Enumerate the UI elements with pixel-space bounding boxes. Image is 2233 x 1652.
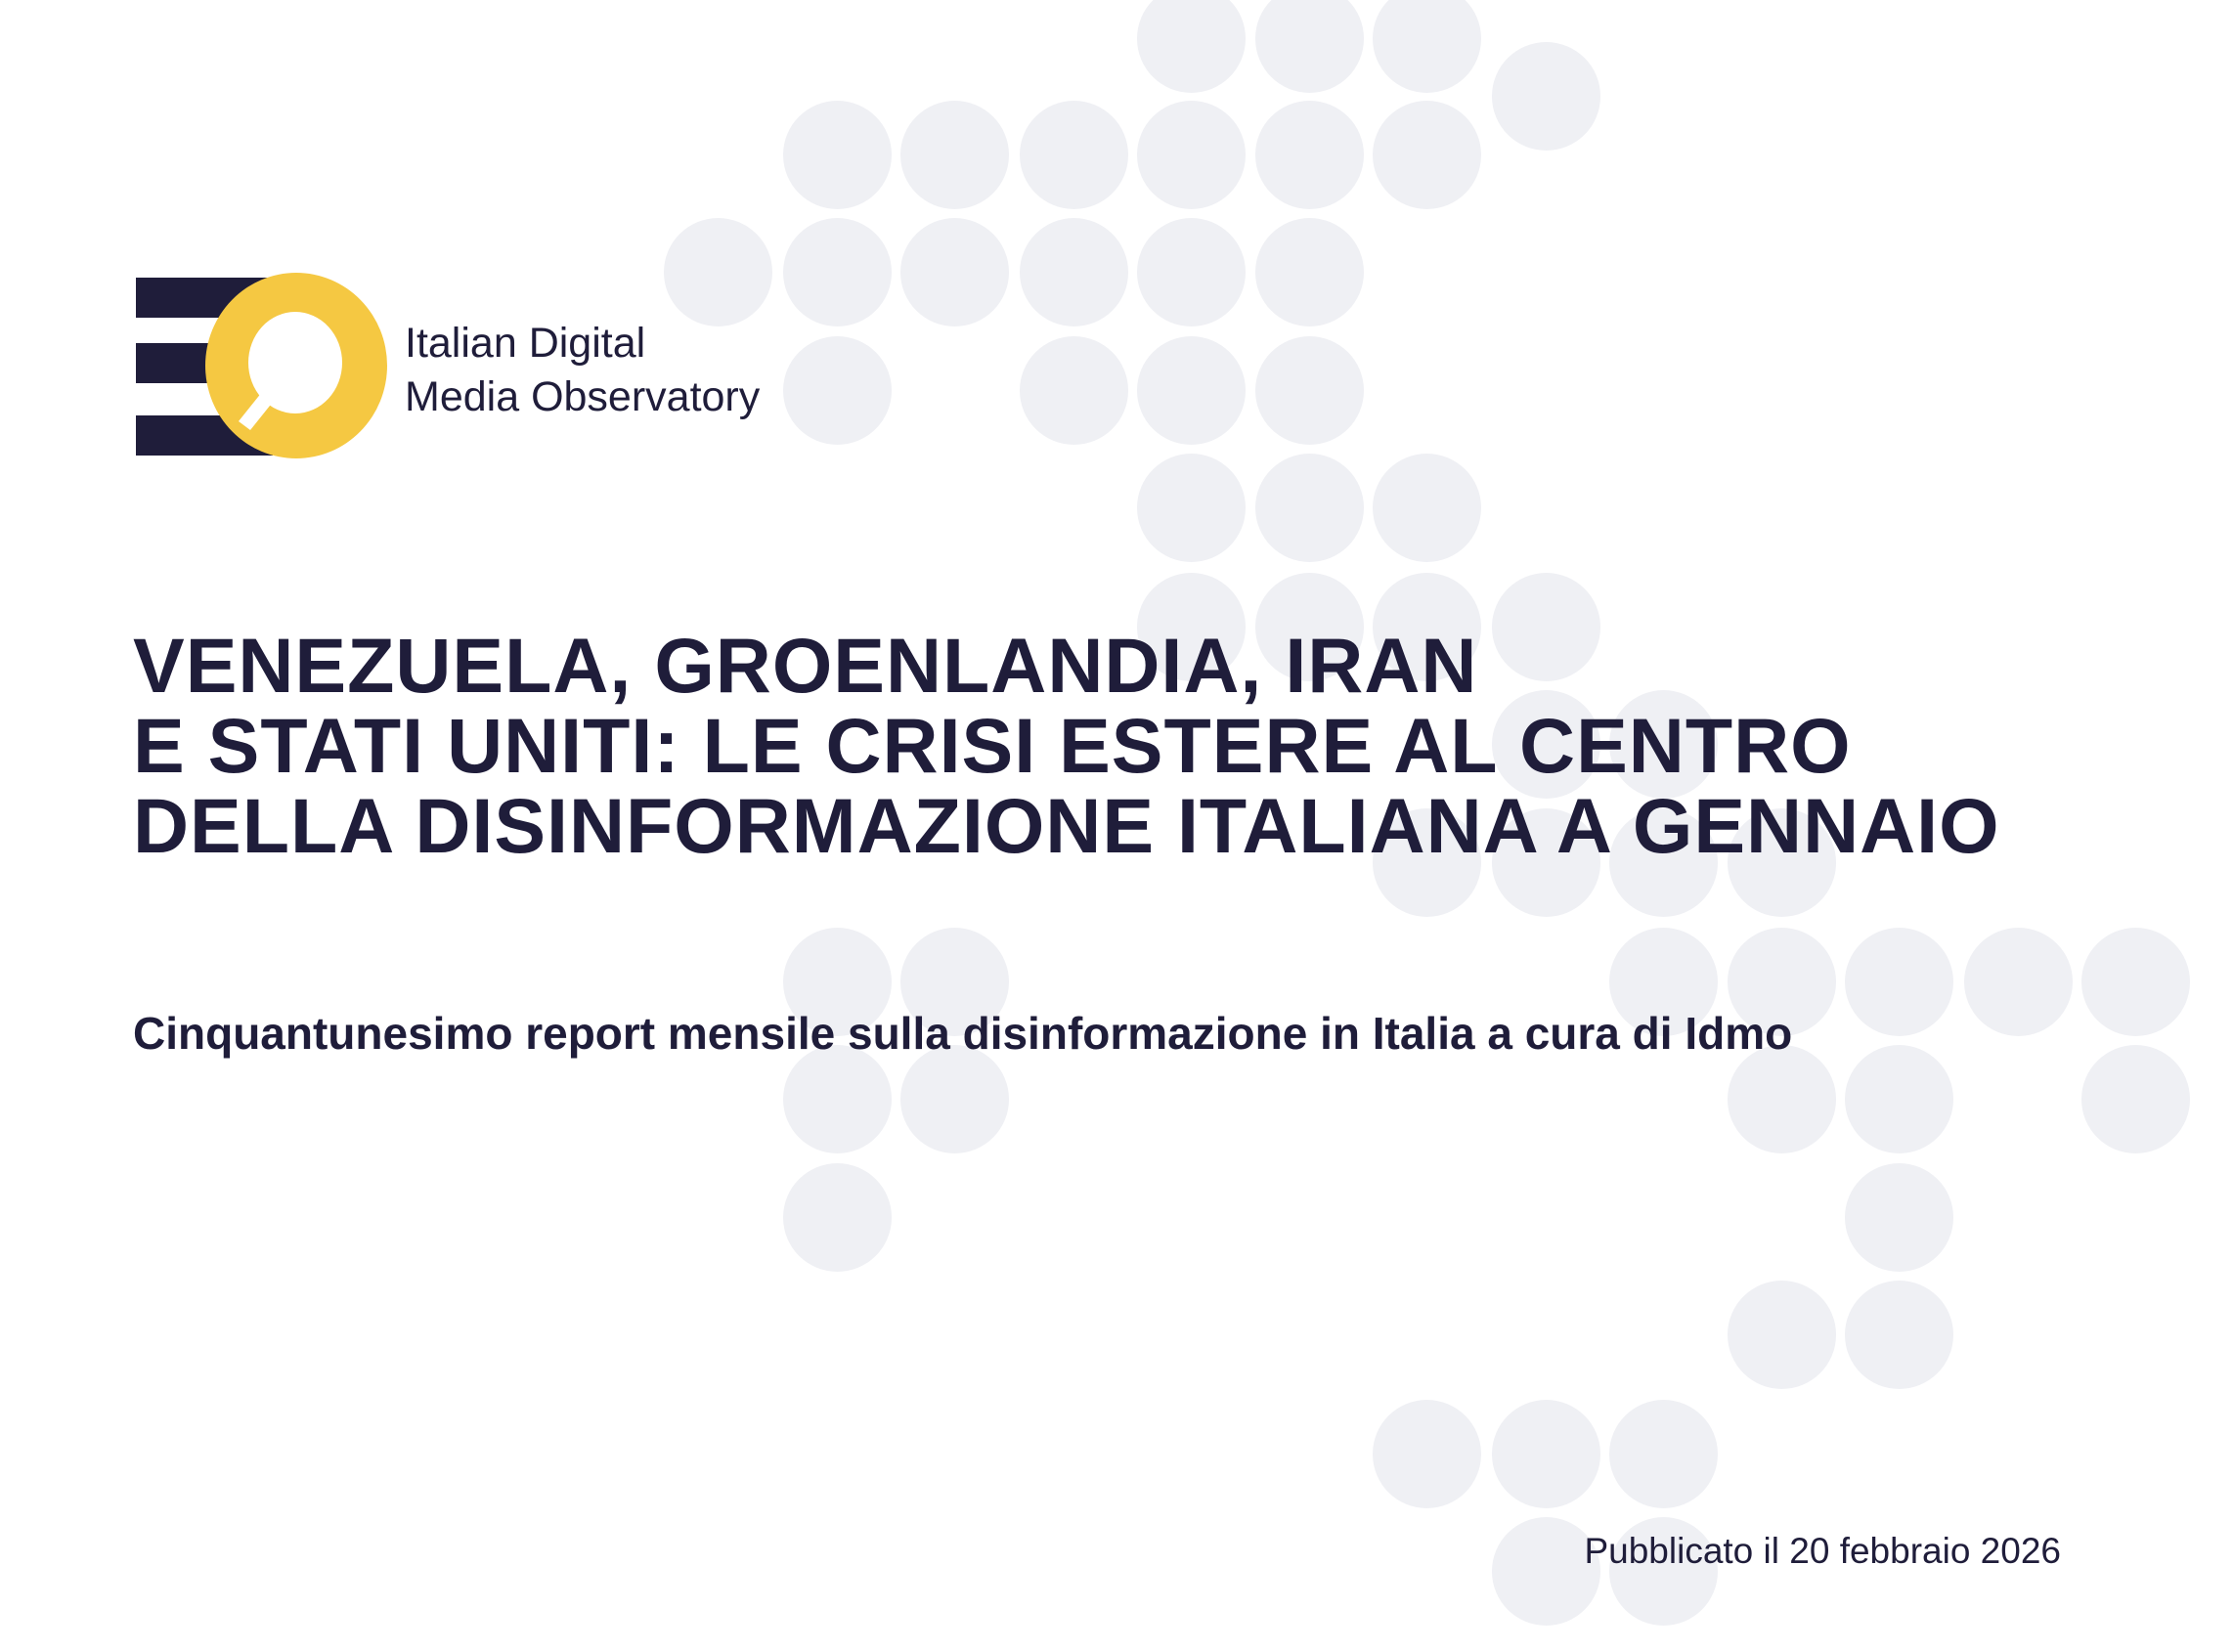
logo-line-1: Italian Digital [405,320,646,367]
decorative-dot [782,1044,892,1153]
decorative-dot [1728,1044,1837,1153]
idmo-logo: Italian Digital Media Observatory [133,270,817,465]
decorative-dot [1373,454,1482,563]
decorative-dot [782,336,892,446]
decorative-dot [1136,100,1246,209]
decorative-dot [1728,927,1837,1036]
report-title: Venezuela, Groenlandia, Iran e Stati Uni… [133,626,2000,866]
decorative-dot [1255,336,1365,446]
decorative-dot [1845,927,1954,1036]
decorative-dot [1255,0,1365,94]
decorative-dot [1373,1399,1482,1508]
decorative-dot [1845,1281,1954,1390]
decorative-dot [1845,1163,1954,1273]
decorative-dot [1373,808,1482,918]
decorative-dot [1491,41,1600,151]
decorative-dot [899,100,1009,209]
title-line-1: Venezuela, Groenlandia, Iran [133,622,1478,709]
decorative-dot [1373,100,1482,209]
decorative-dot [1845,1044,1954,1153]
decorative-dot [664,217,773,326]
decorative-dot [1019,100,1128,209]
decorative-dot [899,1044,1009,1153]
decorative-dot [1728,808,1837,918]
decorative-dot [782,100,892,209]
report-subtitle: Cinquantunesimo report mensile sulla dis… [133,1008,1793,1059]
decorative-dot [1608,808,1718,918]
decorative-dot [1491,1399,1600,1508]
decorative-dot [2080,1044,2190,1153]
decorative-dot [1728,1281,1837,1390]
decorative-dot [1963,927,2073,1036]
decorative-dot [1373,0,1482,94]
decorative-dot [1608,689,1718,799]
decorative-dot [1491,689,1600,799]
logo-wordmark: Italian Digital Media Observatory [405,317,760,424]
decorative-dot [782,217,892,326]
decorative-dot [1136,0,1246,94]
title-line-2: e Stati Uniti: le crisi estere al centro [133,702,1852,789]
decorative-dot [782,1163,892,1273]
title-line-3: della disinformazione italiana a gennaio [133,782,2000,869]
decorative-dot [1491,572,1600,681]
decorative-dot [1136,454,1246,563]
decorative-dot [1255,100,1365,209]
decorative-dot [782,927,892,1036]
idmo-logo-mark [136,273,387,458]
decorative-dot [1491,1516,1600,1626]
decorative-dot [1608,1399,1718,1508]
publication-date: Pubblicato il 20 febbraio 2026 [1584,1531,2061,1571]
decorative-dot [1255,217,1365,326]
decorative-dot [1255,454,1365,563]
decorative-dot [899,217,1009,326]
decorative-dot [1136,336,1246,446]
decorative-dot [1608,927,1718,1036]
decorative-dot [1019,336,1128,446]
decorative-dot [1608,1516,1718,1626]
decorative-dot [1491,808,1600,918]
decorative-dot [1373,572,1482,681]
decorative-dot [2080,927,2190,1036]
decorative-dot [1019,217,1128,326]
logo-line-2: Media Observatory [405,373,761,420]
decorative-dot [1255,572,1365,681]
decorative-dot [1136,572,1246,681]
decorative-dot [899,927,1009,1036]
decorative-dot [1136,217,1246,326]
